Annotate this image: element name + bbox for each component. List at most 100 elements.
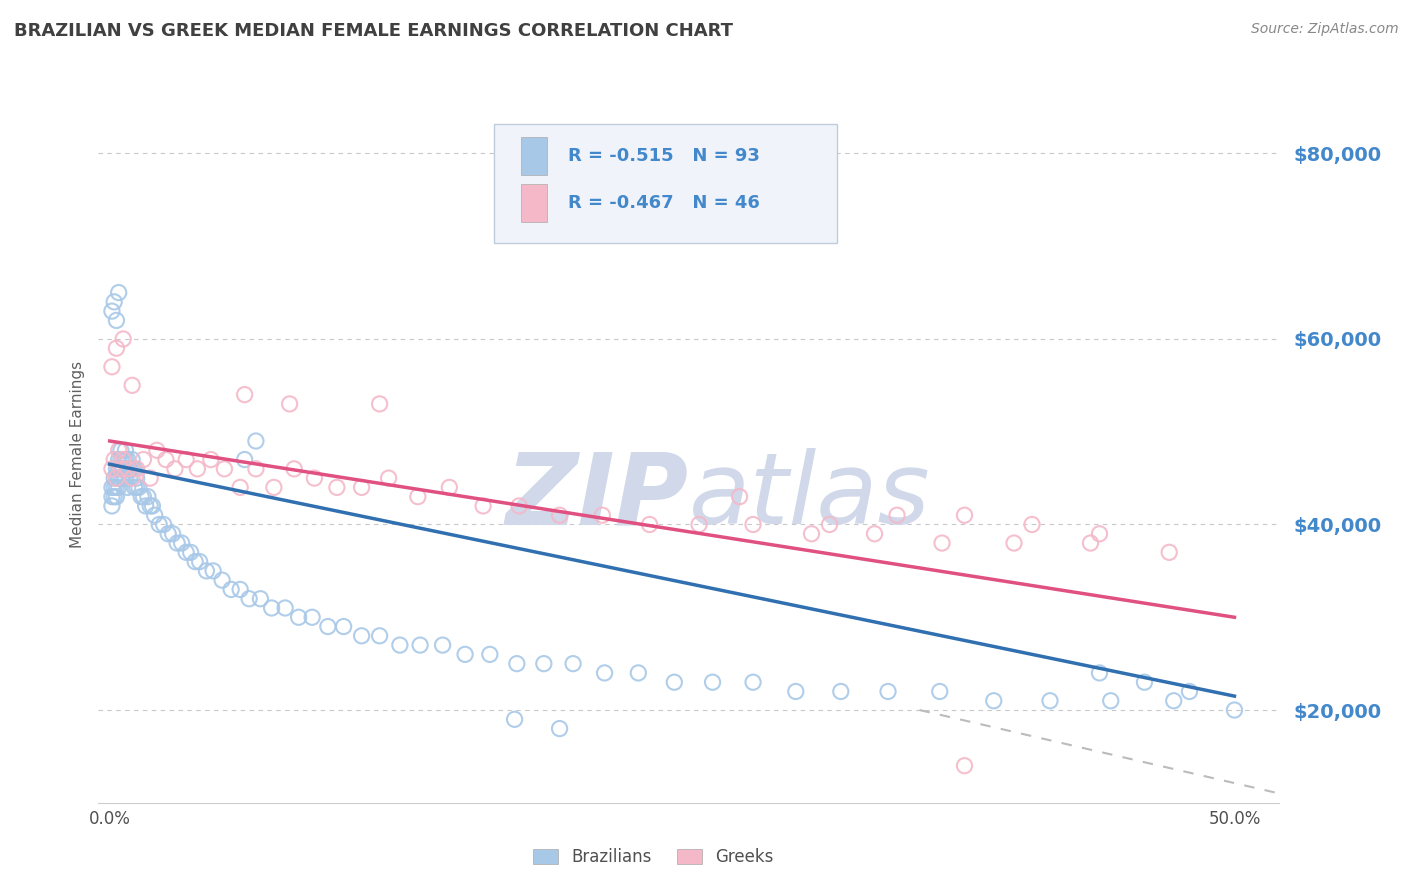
Point bbox=[562, 657, 585, 671]
Point bbox=[103, 471, 125, 485]
Point bbox=[170, 536, 193, 550]
Point bbox=[274, 601, 297, 615]
Point bbox=[877, 684, 900, 698]
Point bbox=[287, 610, 309, 624]
Point bbox=[139, 499, 162, 513]
Point bbox=[1021, 517, 1043, 532]
Point bbox=[211, 573, 233, 587]
Point bbox=[1133, 675, 1156, 690]
Text: ZIP: ZIP bbox=[506, 448, 689, 545]
Point bbox=[627, 665, 650, 680]
Point bbox=[180, 545, 202, 559]
Point bbox=[117, 452, 139, 467]
Point bbox=[114, 471, 136, 485]
Point bbox=[118, 471, 141, 485]
Point bbox=[818, 517, 841, 532]
Point bbox=[472, 499, 495, 513]
Point bbox=[105, 480, 128, 494]
Point bbox=[202, 564, 225, 578]
Point bbox=[830, 684, 852, 698]
Text: R = -0.515   N = 93: R = -0.515 N = 93 bbox=[568, 147, 761, 165]
Point bbox=[283, 462, 305, 476]
Point bbox=[316, 619, 339, 633]
Point bbox=[188, 555, 211, 569]
Point bbox=[593, 665, 616, 680]
Text: Source: ZipAtlas.com: Source: ZipAtlas.com bbox=[1251, 22, 1399, 37]
Point bbox=[146, 443, 169, 458]
Point bbox=[148, 517, 170, 532]
Point bbox=[101, 480, 124, 494]
Point bbox=[135, 499, 157, 513]
Point bbox=[638, 517, 661, 532]
FancyBboxPatch shape bbox=[522, 137, 547, 175]
Point bbox=[1099, 694, 1122, 708]
Point bbox=[664, 675, 686, 690]
Point bbox=[249, 591, 271, 606]
Point bbox=[508, 499, 530, 513]
Text: BRAZILIAN VS GREEK MEDIAN FEMALE EARNINGS CORRELATION CHART: BRAZILIAN VS GREEK MEDIAN FEMALE EARNING… bbox=[14, 22, 733, 40]
Point bbox=[863, 526, 886, 541]
Point bbox=[688, 517, 710, 532]
Point bbox=[1080, 536, 1102, 550]
Point bbox=[238, 591, 260, 606]
Point bbox=[166, 536, 188, 550]
Point bbox=[107, 443, 129, 458]
Point bbox=[105, 490, 128, 504]
Point bbox=[110, 471, 132, 485]
Point bbox=[278, 397, 301, 411]
Point bbox=[1039, 694, 1062, 708]
Point bbox=[163, 462, 186, 476]
Point bbox=[229, 480, 252, 494]
Point bbox=[103, 490, 125, 504]
Point bbox=[121, 471, 143, 485]
Point bbox=[229, 582, 252, 597]
Point bbox=[117, 480, 139, 494]
Point bbox=[1178, 684, 1201, 698]
Point bbox=[200, 452, 222, 467]
Point bbox=[110, 452, 132, 467]
Point bbox=[1159, 545, 1181, 559]
Point bbox=[174, 452, 197, 467]
Point bbox=[1002, 536, 1025, 550]
Point bbox=[124, 462, 146, 476]
Text: R = -0.467   N = 46: R = -0.467 N = 46 bbox=[568, 194, 761, 212]
Point bbox=[928, 684, 950, 698]
Point bbox=[114, 443, 136, 458]
FancyBboxPatch shape bbox=[522, 184, 547, 222]
Point bbox=[110, 462, 132, 476]
Point bbox=[439, 480, 461, 494]
Point bbox=[103, 452, 125, 467]
Legend: Brazilians, Greeks: Brazilians, Greeks bbox=[524, 839, 782, 874]
Point bbox=[233, 387, 256, 401]
Point bbox=[350, 629, 373, 643]
Point bbox=[117, 462, 139, 476]
Point bbox=[184, 555, 207, 569]
Point bbox=[101, 359, 124, 374]
Point bbox=[174, 545, 197, 559]
Point bbox=[548, 508, 571, 523]
Point bbox=[263, 480, 285, 494]
Point bbox=[214, 462, 236, 476]
Y-axis label: Median Female Earnings: Median Female Earnings bbox=[69, 361, 84, 549]
Point bbox=[409, 638, 432, 652]
Point bbox=[983, 694, 1005, 708]
Point bbox=[112, 452, 135, 467]
Point bbox=[1223, 703, 1246, 717]
Point bbox=[107, 285, 129, 300]
Point bbox=[105, 341, 128, 355]
Point bbox=[503, 712, 526, 726]
Point bbox=[326, 480, 349, 494]
Point bbox=[245, 462, 267, 476]
Point bbox=[304, 471, 326, 485]
Point bbox=[219, 582, 242, 597]
Point bbox=[1163, 694, 1185, 708]
Point bbox=[101, 462, 124, 476]
Point bbox=[112, 452, 135, 467]
Point bbox=[454, 648, 477, 662]
Point bbox=[112, 332, 135, 346]
Point bbox=[121, 378, 143, 392]
Point bbox=[155, 452, 177, 467]
Point bbox=[742, 517, 765, 532]
Point bbox=[1088, 665, 1111, 680]
Point bbox=[233, 452, 256, 467]
